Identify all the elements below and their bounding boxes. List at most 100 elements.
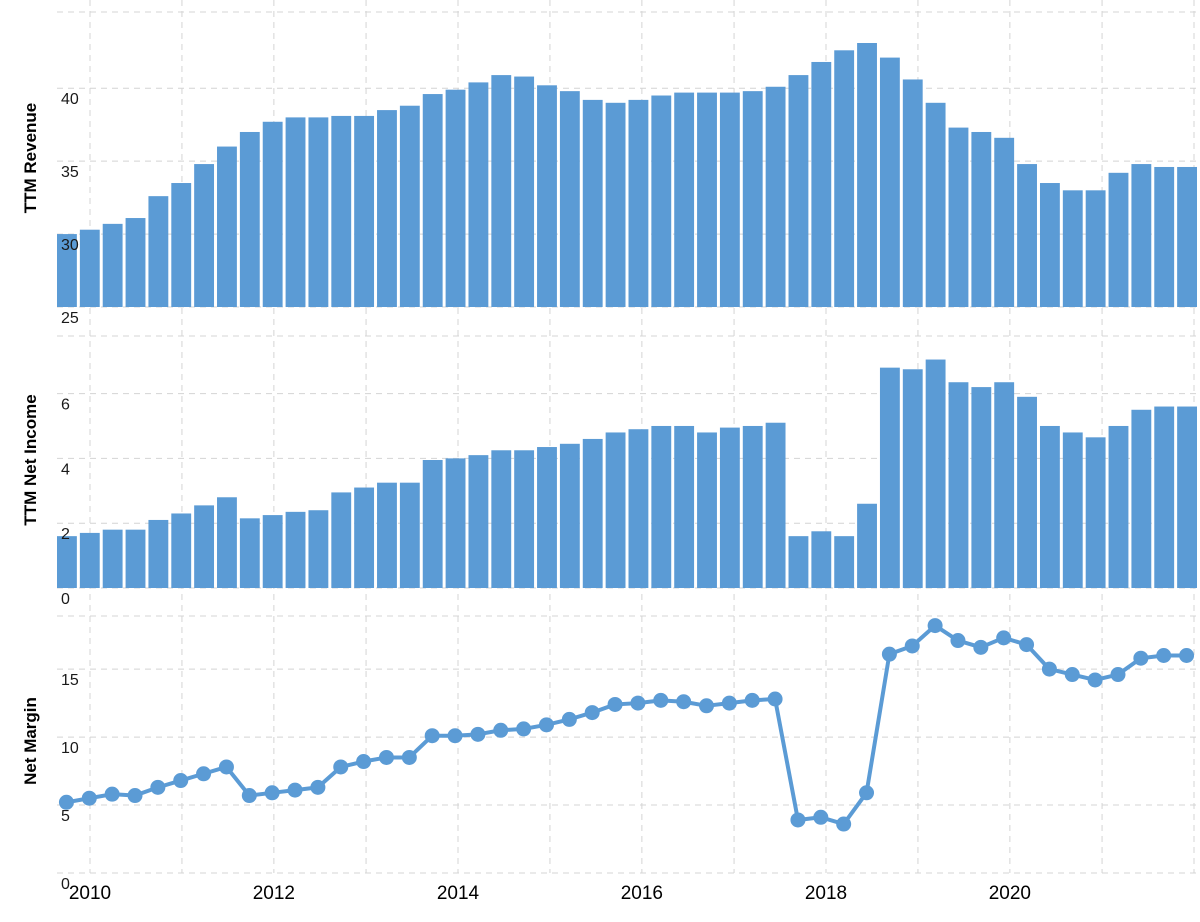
bar (834, 536, 855, 588)
bar (948, 127, 969, 307)
bar (468, 82, 489, 307)
bar (605, 432, 626, 588)
data-point (1064, 667, 1080, 683)
x-tick-label: 2020 (989, 883, 1031, 904)
bar (1085, 190, 1106, 307)
bar (925, 102, 946, 307)
bar (1108, 172, 1129, 307)
bar (651, 425, 672, 588)
data-point (424, 728, 440, 744)
bar (194, 164, 215, 307)
data-point (1041, 661, 1057, 677)
data-point (104, 786, 120, 802)
bar (308, 117, 329, 307)
bar (1017, 164, 1037, 307)
bar (857, 503, 877, 588)
data-point (1110, 667, 1126, 683)
data-point (744, 692, 760, 708)
x-tick-label: 2010 (69, 883, 111, 904)
bar (537, 85, 557, 307)
bar (79, 229, 100, 307)
bar (1085, 437, 1106, 588)
y-tick-label: 40 (61, 91, 79, 108)
data-point (1179, 648, 1195, 663)
bar (57, 234, 77, 307)
data-point (470, 726, 486, 742)
bar (902, 79, 923, 307)
bar (834, 50, 855, 308)
data-point (538, 717, 554, 733)
y-tick-label: 35 (61, 164, 79, 181)
bar (765, 422, 786, 588)
bar (354, 487, 375, 588)
data-point (904, 638, 920, 654)
bar (491, 75, 512, 307)
bar (628, 429, 649, 588)
y-tick-label: 5 (61, 808, 70, 825)
bar (674, 92, 695, 307)
bar (262, 515, 283, 588)
bar (331, 492, 352, 588)
bar (354, 115, 375, 308)
data-point (287, 782, 303, 798)
bar (582, 99, 603, 307)
data-point (310, 779, 326, 795)
bar (57, 536, 77, 588)
data-point (561, 711, 577, 727)
bar (445, 89, 466, 308)
bar (674, 425, 695, 588)
bar (239, 131, 260, 307)
bar (217, 146, 237, 307)
label-layer: 25 30 35 40 TTM Revenue 0 2 4 6 TTM Net Income 0 5 1… (21, 91, 1031, 904)
bar (1017, 396, 1037, 588)
data-point (81, 790, 97, 806)
bar (377, 482, 397, 588)
bar (1154, 166, 1175, 307)
y-tick-label: 2 (61, 526, 70, 543)
bar (1131, 164, 1152, 307)
data-point (676, 694, 692, 710)
bars-layer (57, 43, 1197, 588)
data-point (699, 698, 715, 714)
data-point (790, 812, 806, 828)
x-tick-label: 2012 (253, 883, 295, 904)
bar (1108, 425, 1129, 588)
data-point (378, 749, 394, 765)
data-point (584, 705, 600, 721)
bar (582, 438, 603, 588)
bar (125, 218, 146, 307)
y-tick-label: 25 (61, 310, 79, 327)
data-point (1133, 650, 1149, 666)
bar (651, 95, 672, 307)
data-point (241, 788, 257, 804)
y-tick-label: 0 (61, 591, 70, 608)
data-point (836, 816, 852, 832)
data-point (447, 728, 463, 744)
y-axis-title: TTM Revenue (21, 103, 40, 214)
data-point (58, 794, 74, 810)
bar (697, 92, 717, 307)
bar (925, 359, 946, 588)
bar (262, 121, 283, 308)
bar (719, 427, 740, 588)
y-tick-label: 0 (61, 876, 70, 893)
data-point (1019, 637, 1035, 653)
data-point (973, 639, 989, 655)
series-line (66, 623, 1187, 827)
bar (148, 519, 169, 588)
bar (879, 57, 900, 308)
data-point (333, 759, 349, 775)
bar (468, 455, 489, 588)
data-point (356, 754, 372, 770)
bar (994, 137, 1015, 307)
bar (742, 425, 763, 588)
bar (628, 99, 649, 307)
data-point (859, 785, 875, 801)
x-tick-label: 2018 (805, 883, 847, 904)
bar (171, 513, 192, 588)
data-point (950, 633, 966, 649)
data-point (813, 809, 829, 825)
y-tick-label: 10 (61, 740, 79, 757)
y-tick-label: 4 (61, 461, 70, 478)
